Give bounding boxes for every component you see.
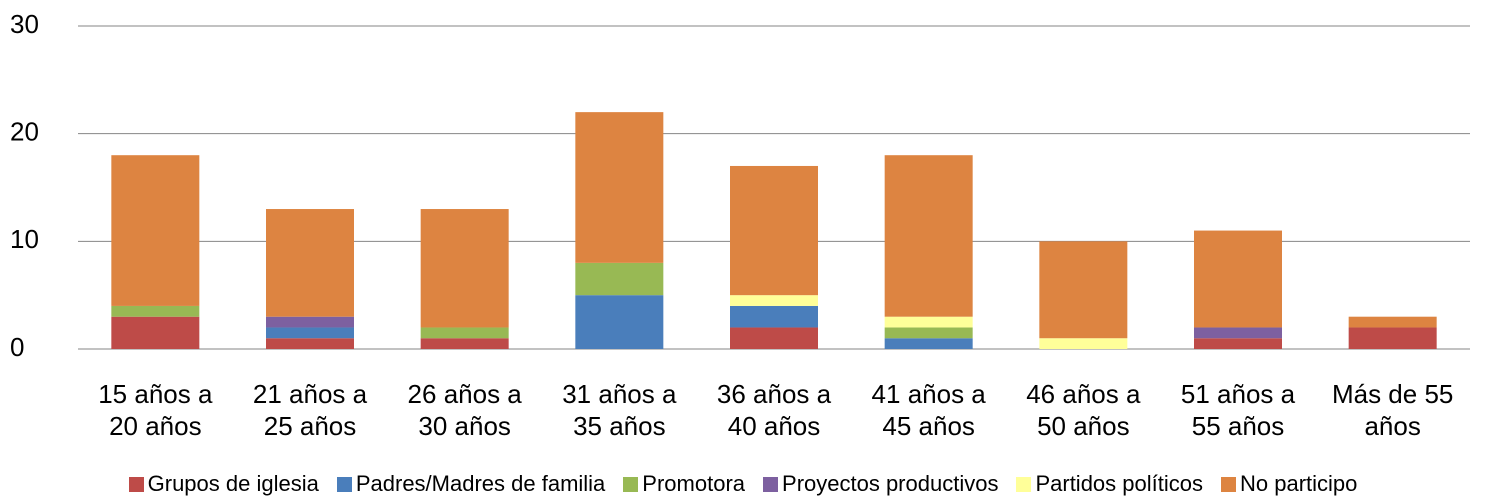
legend-item: Partidos políticos — [1016, 471, 1203, 497]
x-tick-label: 26 años a 30 años — [407, 379, 522, 441]
x-tick-label: 36 años a 40 años — [716, 379, 832, 441]
bar-segment — [730, 305, 818, 328]
bar-segment — [730, 165, 818, 296]
legend-label: Proyectos productivos — [782, 471, 999, 496]
y-tick-label: 30 — [10, 9, 39, 39]
bar-segment — [1039, 338, 1128, 349]
bar-segment — [884, 155, 973, 317]
bar-segment — [420, 327, 509, 339]
bar-segment — [884, 316, 973, 328]
legend-swatch — [1220, 476, 1236, 492]
bar-segment — [1039, 241, 1128, 339]
bar-segment — [111, 305, 200, 317]
legend-label: Promotora — [642, 471, 746, 496]
legend-label: No participo — [1239, 471, 1358, 496]
x-tick-label: 51 años a 55 años — [1180, 379, 1296, 441]
legend-label: Grupos de iglesia — [147, 471, 319, 496]
legend-item: No participo — [1220, 471, 1358, 497]
bar-segment — [575, 262, 664, 296]
bar-segment — [1194, 230, 1282, 328]
bar-segment — [266, 327, 354, 339]
legend-item: Promotora — [623, 471, 745, 497]
bar-segment — [266, 316, 354, 328]
legend-swatch — [763, 476, 779, 492]
bar-segment — [884, 338, 973, 349]
bar-segment — [1348, 327, 1437, 349]
x-tick-label: 46 años a 50 años — [1026, 379, 1141, 441]
bar-segment — [1348, 316, 1437, 328]
x-tick-label: 31 años a 35 años — [562, 379, 677, 441]
bar-segment — [111, 155, 200, 306]
bar-segment — [420, 209, 509, 328]
x-tick-label: 15 años a 20 años — [98, 379, 213, 441]
legend-swatch — [623, 476, 639, 492]
y-tick-label: 0 — [10, 332, 24, 362]
legend-swatch — [336, 476, 352, 492]
bar-segment — [420, 338, 509, 349]
legend-item: Proyectos productivos — [763, 471, 998, 497]
legend-item: Padres/Madres de familia — [336, 471, 606, 497]
bar-segment — [884, 327, 973, 339]
bar-segment — [266, 338, 354, 349]
y-tick-label: 20 — [10, 117, 39, 147]
legend-swatch — [1016, 476, 1032, 492]
legend-swatch — [128, 476, 144, 492]
bar-segment — [266, 209, 354, 317]
bar-segment — [575, 112, 664, 263]
legend-label: Partidos políticos — [1035, 471, 1203, 496]
bar-segment — [730, 295, 818, 306]
legend: Grupos de iglesia Padres/Madres de famili… — [0, 471, 1486, 497]
y-tick-label: 10 — [10, 224, 39, 254]
x-tick-label: Más de 55 años — [1331, 379, 1454, 441]
bar-segment — [575, 295, 664, 349]
bar-segment — [1194, 338, 1282, 349]
legend-label: Padres/Madres de familia — [355, 471, 606, 496]
x-tick-label: 21 años a 25 años — [252, 379, 368, 441]
bar-segment — [730, 327, 818, 349]
x-tick-label: 41 años a 45 años — [871, 379, 986, 441]
bar-segment — [1194, 327, 1282, 339]
legend-item: Grupos de iglesia — [128, 471, 319, 497]
bar-segment — [111, 316, 200, 349]
